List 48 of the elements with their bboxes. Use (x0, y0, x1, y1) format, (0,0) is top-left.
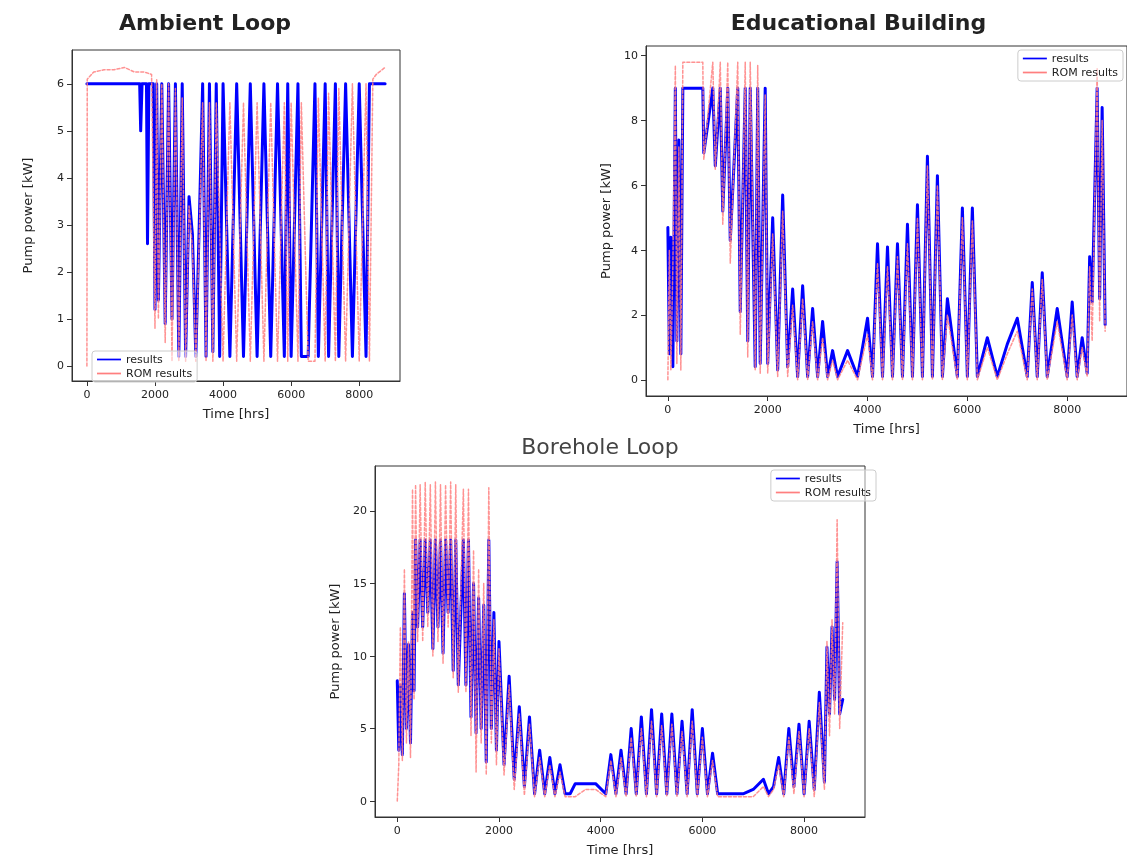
x-tick-label: 2000 (753, 403, 782, 416)
x-tick-label: 8000 (1053, 403, 1082, 416)
y-tick-label: 8 (631, 114, 638, 128)
y-tick-label: 15 (353, 576, 367, 590)
x-tick-label: 6000 (953, 403, 982, 416)
y-tick-label: 6 (631, 178, 638, 192)
y-axis-title: Pump power [kW] (327, 583, 342, 700)
y-tick-label: 4 (57, 171, 64, 185)
x-tick-label: 0 (393, 824, 401, 837)
x-tick-label: 0 (83, 388, 91, 401)
y-tick-label: 0 (57, 359, 64, 373)
y-tick-label: 0 (631, 373, 638, 387)
y-tick-label: 2 (631, 308, 638, 322)
x-tick-label: 8000 (790, 824, 819, 837)
y-tick-label: 2 (57, 265, 64, 279)
legend-label: results (126, 353, 164, 366)
y-tick-label: 5 (57, 124, 64, 138)
x-tick-label: 2000 (140, 388, 169, 401)
legend-label: ROM results (1051, 66, 1119, 79)
x-tick-label: 8000 (345, 388, 374, 401)
y-tick-label: 6 (57, 77, 64, 91)
y-tick-label: 10 (353, 649, 367, 663)
x-tick-label: 6000 (277, 388, 306, 401)
x-tick-label: 2000 (484, 824, 513, 837)
y-tick-label: 10 (624, 49, 638, 63)
legend-label: results (1051, 52, 1089, 65)
y-tick-label: 1 (57, 312, 64, 326)
y-axis-title: Pump power [kW] (20, 157, 35, 274)
x-tick-label: 4000 (586, 824, 615, 837)
x-tick-label: 0 (664, 403, 672, 416)
legend-label: ROM results (126, 367, 193, 380)
y-tick-label: 5 (360, 722, 367, 736)
y-tick-label: 3 (57, 218, 64, 232)
y-axis-title: Pump power [kW] (598, 163, 613, 279)
x-tick-label: 4000 (853, 403, 882, 416)
y-tick-label: 20 (353, 504, 367, 518)
x-tick-label: 4000 (209, 388, 238, 401)
x-axis-title: Time [hrs] (585, 842, 654, 857)
chart-title: Ambient Loop (119, 9, 291, 35)
legend-label: ROM results (804, 486, 872, 499)
legend-label: results (804, 472, 842, 485)
chart-title: Borehole Loop (521, 433, 679, 459)
x-axis-title: Time [hrs] (852, 421, 920, 436)
x-tick-label: 6000 (688, 824, 717, 837)
x-axis-title: Time [hrs] (201, 406, 270, 421)
chart-title: Educational Building (730, 9, 987, 35)
y-tick-label: 4 (631, 243, 638, 257)
y-tick-label: 0 (360, 794, 367, 808)
